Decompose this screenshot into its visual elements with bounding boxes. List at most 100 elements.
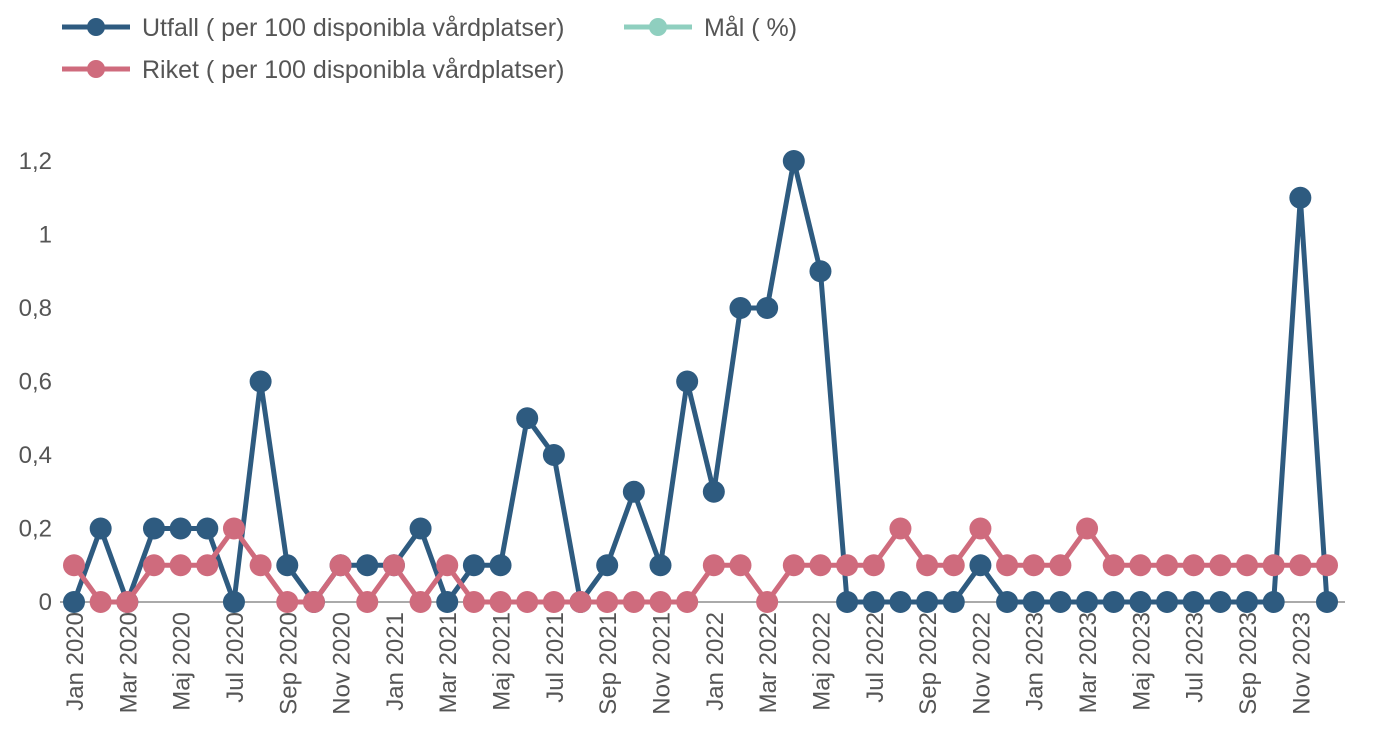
point <box>649 554 672 577</box>
point <box>329 554 352 577</box>
x-tick-label: Jul 2022 <box>862 612 889 703</box>
point <box>196 517 219 540</box>
point <box>996 591 1019 613</box>
y-tick-label: 0,8 <box>19 295 52 322</box>
point <box>542 444 565 466</box>
point <box>63 554 85 577</box>
x-tick-label: Mar 2022 <box>755 612 782 713</box>
point <box>836 554 859 577</box>
point <box>1209 554 1232 577</box>
point <box>1156 591 1179 613</box>
point <box>196 554 219 577</box>
legend-marker <box>649 18 667 36</box>
point <box>356 591 379 613</box>
point <box>729 297 752 319</box>
point <box>89 517 112 540</box>
point <box>1316 554 1338 577</box>
point <box>489 554 512 577</box>
x-tick-label: Sep 2023 <box>1235 612 1262 715</box>
x-tick-label: Jan 2021 <box>382 612 409 711</box>
point <box>409 591 432 613</box>
point <box>1182 591 1205 613</box>
point <box>1022 554 1045 577</box>
x-tick-label: Maj 2020 <box>169 612 196 711</box>
point <box>1049 554 1072 577</box>
point <box>1076 517 1099 540</box>
x-tick-label: Sep 2020 <box>275 612 302 715</box>
point <box>729 554 752 577</box>
point <box>1102 554 1125 577</box>
point <box>1129 591 1152 613</box>
x-tick-label: Mar 2020 <box>115 612 142 713</box>
point <box>542 591 565 613</box>
point <box>89 591 112 613</box>
point <box>1182 554 1205 577</box>
point <box>409 517 432 540</box>
point <box>516 407 539 430</box>
point <box>809 554 832 577</box>
point <box>702 480 725 503</box>
point <box>1236 591 1259 613</box>
point <box>782 554 805 577</box>
point <box>916 591 939 613</box>
y-tick-label: 0 <box>39 589 52 616</box>
point <box>862 591 885 613</box>
point <box>116 591 139 613</box>
point <box>1049 591 1072 613</box>
legend-marker <box>87 18 105 36</box>
y-tick-label: 1 <box>39 222 52 249</box>
x-tick-label: Nov 2021 <box>649 612 676 715</box>
point <box>756 297 779 319</box>
point <box>782 150 805 172</box>
point <box>1316 591 1338 613</box>
y-tick-label: 0,2 <box>19 516 52 543</box>
point <box>809 260 832 283</box>
point <box>1262 591 1285 613</box>
point <box>996 554 1019 577</box>
x-tick-label: Jan 2022 <box>702 612 729 711</box>
point <box>1289 554 1312 577</box>
y-tick-label: 1,2 <box>19 148 52 175</box>
legend-marker <box>87 60 105 78</box>
x-tick-label: Sep 2021 <box>595 612 622 715</box>
point <box>889 591 912 613</box>
x-tick-label: Jul 2023 <box>1182 612 1209 703</box>
point <box>1102 591 1125 613</box>
point <box>1129 554 1152 577</box>
x-tick-label: Jan 2023 <box>1022 612 1049 711</box>
point <box>1236 554 1259 577</box>
x-tick-label: Mar 2021 <box>435 612 462 713</box>
point <box>462 554 485 577</box>
point <box>622 591 645 613</box>
point <box>649 591 672 613</box>
point <box>169 517 192 540</box>
point <box>1022 591 1045 613</box>
point <box>516 591 539 613</box>
point <box>702 554 725 577</box>
x-tick-label: Nov 2022 <box>968 612 995 715</box>
point <box>1209 591 1232 613</box>
x-tick-label: Jan 2020 <box>62 612 89 711</box>
y-tick-label: 0,6 <box>19 369 52 396</box>
point <box>569 591 592 613</box>
point <box>622 480 645 503</box>
point <box>916 554 939 577</box>
x-tick-label: Mar 2023 <box>1075 612 1102 713</box>
x-tick-label: Sep 2022 <box>915 612 942 715</box>
legend-label: Utfall ( per 100 disponibla vårdplatser) <box>142 14 564 42</box>
x-tick-label: Nov 2023 <box>1288 612 1315 715</box>
point <box>942 591 965 613</box>
point <box>969 517 992 540</box>
y-tick-label: 0,4 <box>19 442 52 469</box>
point <box>436 591 459 613</box>
point <box>302 591 325 613</box>
point <box>862 554 885 577</box>
point <box>1076 591 1099 613</box>
point <box>596 591 619 613</box>
point <box>489 591 512 613</box>
point <box>356 554 379 577</box>
x-tick-label: Nov 2020 <box>329 612 356 715</box>
point <box>756 591 779 613</box>
point <box>222 591 245 613</box>
